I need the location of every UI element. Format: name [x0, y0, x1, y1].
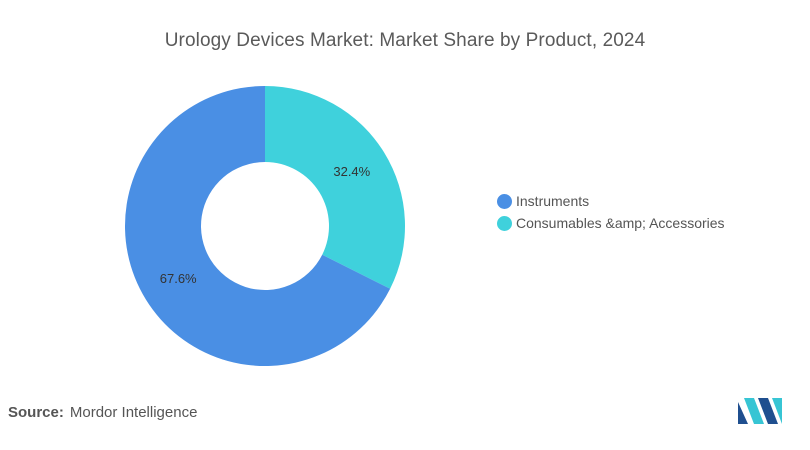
slice-label: 32.4% [333, 164, 370, 179]
slice-label: 67.6% [160, 271, 197, 286]
legend-label: Consumables &amp; Accessories [516, 215, 725, 231]
chart-legend: Instruments Consumables &amp; Accessorie… [497, 190, 725, 234]
legend-label: Instruments [516, 193, 590, 209]
source-value: Mordor Intelligence [69, 404, 198, 421]
source-key: Source: [8, 404, 64, 421]
legend-item-consumables: Consumables &amp; Accessories [497, 212, 725, 234]
donut-slice-consumables [265, 86, 405, 289]
source-note: Source: Mordor Intelligence [8, 404, 197, 421]
legend-swatch [497, 215, 512, 231]
legend-item-instruments: Instruments [497, 190, 725, 212]
chart-title: Urology Devices Market: Market Share by … [164, 30, 646, 51]
legend-swatch [497, 193, 512, 209]
donut-slice-instruments [125, 86, 391, 366]
mordor-intelligence-logo-icon [738, 398, 782, 424]
